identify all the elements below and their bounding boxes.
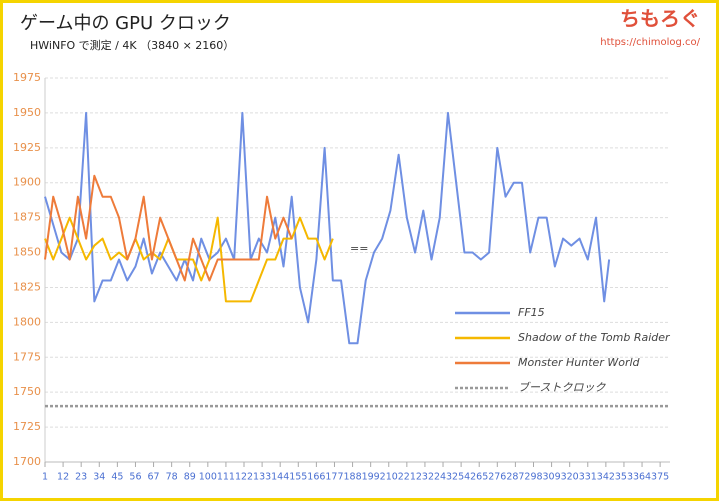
x-tick-label: 34	[93, 472, 105, 483]
y-tick-label: 1925	[13, 141, 41, 154]
x-tick-label: 133	[253, 472, 271, 483]
x-tick-label: 309	[543, 472, 561, 483]
series-line	[44, 174, 293, 282]
legend-label: ブーストクロック	[518, 381, 606, 394]
chart-title: ゲーム中の GPU クロック	[20, 13, 231, 34]
y-tick-label: 1700	[13, 455, 41, 468]
x-tick-label: 287	[506, 472, 524, 483]
x-tick-label: 155	[289, 472, 307, 483]
x-tick-label: 23	[75, 472, 87, 483]
x-tick-label: 243	[434, 472, 452, 483]
x-tick-label: 177	[325, 472, 343, 483]
x-tick-label: 67	[148, 472, 160, 483]
x-tick-label: 265	[470, 472, 488, 483]
url: https://chimolog.co/	[600, 37, 700, 48]
chart-subtitle: HWiNFO で測定 / 4K （3840 × 2160）	[30, 38, 234, 52]
y-tick-label: 1900	[13, 176, 41, 189]
x-tick-label: 56	[129, 472, 141, 483]
y-tick-label: 1800	[13, 315, 41, 328]
x-tick-label: 342	[597, 472, 615, 483]
y-tick-label: 1975	[13, 71, 41, 84]
x-tick-label: 122	[235, 472, 253, 483]
annotation: ==	[350, 242, 368, 255]
x-tick-label: 199	[362, 472, 380, 483]
legend-label: Shadow of the Tomb Raider	[518, 331, 671, 344]
y-tick-label: 1825	[13, 280, 41, 293]
x-tick-label: 12	[57, 472, 69, 483]
x-tick-label: 331	[579, 472, 597, 483]
x-tick-label: 320	[561, 472, 579, 483]
x-tick-label: 144	[271, 472, 289, 483]
x-tick-label: 100	[199, 472, 217, 483]
x-tick-label: 78	[166, 472, 178, 483]
x-tick-label: 166	[307, 472, 325, 483]
y-tick-label: 1750	[13, 385, 41, 398]
brand: ちもろぐ	[620, 7, 700, 31]
x-tick-label: 232	[416, 472, 434, 483]
y-tick-label: 1875	[13, 211, 41, 224]
x-tick-label: 45	[111, 472, 123, 483]
y-tick-label: 1725	[13, 420, 41, 433]
x-tick-label: 375	[651, 472, 669, 483]
x-tick-label: 364	[633, 472, 651, 483]
x-tick-label: 111	[217, 472, 235, 483]
x-tick-label: 89	[184, 472, 196, 483]
x-tick-label: 298	[524, 472, 542, 483]
x-tick-label: 1	[42, 472, 48, 483]
y-tick-label: 1850	[13, 246, 41, 259]
legend-label: FF15	[518, 306, 545, 319]
x-tick-label: 188	[343, 472, 361, 483]
series-line	[44, 111, 611, 345]
x-tick-label: 221	[398, 472, 416, 483]
x-tick-label: 353	[615, 472, 633, 483]
y-tick-label: 1950	[13, 106, 41, 119]
legend-label: Monster Hunter World	[518, 356, 641, 369]
x-tick-label: 210	[380, 472, 398, 483]
x-tick-label: 276	[488, 472, 506, 483]
y-tick-label: 1775	[13, 350, 41, 363]
x-tick-label: 254	[452, 472, 470, 483]
